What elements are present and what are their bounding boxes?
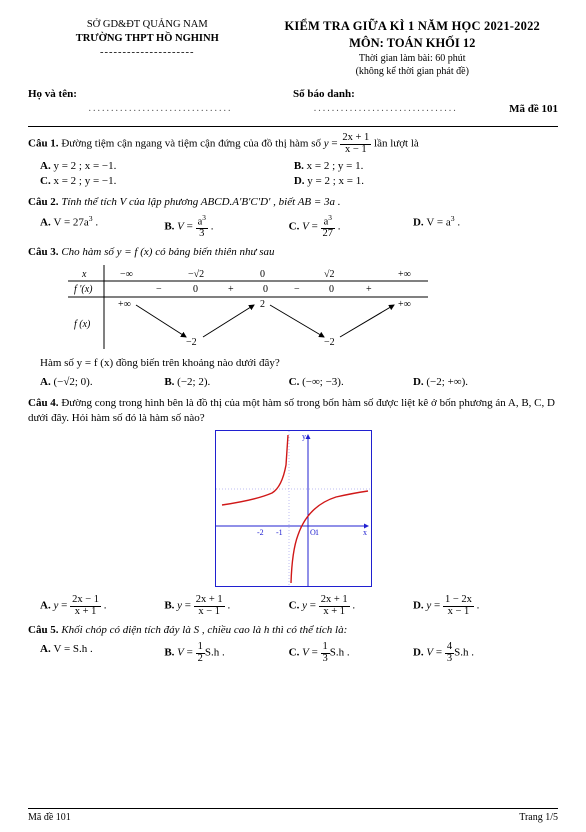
svg-text:+: + (366, 284, 372, 295)
svg-text:-1: -1 (276, 528, 283, 537)
svg-text:+∞: +∞ (118, 299, 131, 310)
q5-B: B. V = 12S.h . (164, 642, 288, 664)
dashes: --------------------- (28, 46, 267, 60)
exam-code: Mã đề 101 (509, 103, 558, 115)
q4-D: D. y = 1 − 2xx − 1 . (413, 595, 537, 617)
dept: SỞ GD&ĐT QUẢNG NAM (28, 18, 267, 32)
q3: Câu 3. Cho hàm số y = f (x) có bảng biến… (28, 245, 558, 389)
svg-text:+∞: +∞ (398, 299, 411, 310)
q2: Câu 2. Tính thể tích V của lập phương AB… (28, 195, 558, 239)
svg-text:x: x (81, 269, 87, 280)
svg-text:−: − (294, 284, 300, 295)
svg-text:-2: -2 (257, 528, 264, 537)
q4-tag: Câu 4. (28, 397, 59, 409)
svg-text:1: 1 (315, 528, 319, 537)
name-dots: ................................ (28, 102, 293, 116)
q5-D: D. V = 43S.h . (413, 642, 537, 664)
q3-B: B. (−2; 2). (164, 375, 288, 390)
q4-C: C. y = 2x + 1x + 1 . (289, 595, 413, 617)
svg-text:2: 2 (260, 299, 265, 310)
q2-D: D. V = a3 . (413, 214, 537, 240)
q3-follow: Hàm số y = f (x) đồng biến trên khoảng n… (40, 356, 558, 371)
school: TRƯỜNG THPT HỒ NGHINH (28, 32, 267, 46)
svg-text:+∞: +∞ (398, 269, 411, 280)
q1: Câu 1. Đường tiệm cận ngang và tiệm cận … (28, 133, 558, 189)
q5-C: C. V = 13S.h . (289, 642, 413, 664)
svg-text:y: y (302, 432, 306, 441)
q1-C: C. x = 2 ; y = −1. (40, 174, 294, 189)
q2-text: Tính thể tích V của lập phương ABCD.A'B'… (61, 196, 340, 208)
q1-text: Đường tiệm cận ngang và tiệm cận đứng củ… (61, 138, 323, 150)
q3-A: A. (−√2; 0). (40, 375, 164, 390)
q5-A: A. V = S.h . (40, 642, 164, 664)
q5: Câu 5. Khối chóp có diện tích đáy là S ,… (28, 623, 558, 664)
svg-text:−√2: −√2 (188, 269, 204, 280)
svg-text:x: x (363, 528, 367, 537)
q1-tag: Câu 1. (28, 138, 59, 150)
q2-tag: Câu 2. (28, 196, 59, 208)
svg-text:0: 0 (193, 284, 198, 295)
q4: Câu 4. Đường cong trong hình bên là đồ t… (28, 396, 558, 618)
title2: MÔN: TOÁN KHỐI 12 (267, 35, 559, 52)
svg-text:−2: −2 (186, 337, 197, 348)
q4-A: A. y = 2x − 1x + 1 . (40, 595, 164, 617)
q1-frac: 2x + 1x − 1 (340, 133, 371, 155)
q2-C: C. V = a327 . (289, 214, 413, 240)
divider (28, 126, 558, 127)
footer-code: Mã đề 101 (28, 811, 71, 825)
name-label: Họ và tên: (28, 88, 77, 100)
q1-D: D. y = 2 ; x = 1. (294, 174, 548, 189)
svg-text:0: 0 (263, 284, 268, 295)
q3-C: C. (−∞; −3). (289, 375, 413, 390)
q2-B: B. V = a33 . (164, 214, 288, 240)
q1-tail: lần lượt là (374, 138, 419, 150)
svg-text:0: 0 (329, 284, 334, 295)
q5-text: Khối chóp có diện tích đáy là S , chiều … (61, 624, 347, 636)
svg-text:f (x): f (x) (74, 319, 91, 330)
exam-time: Thời gian làm bài: 60 phút (267, 52, 559, 66)
q4-text: Đường cong trong hình bên là đồ thị của … (28, 397, 555, 424)
footer-page: Trang 1/5 (519, 811, 558, 825)
title1: KIỂM TRA GIỮA KÌ 1 NĂM HỌC 2021-2022 (267, 18, 559, 35)
q3-D: D. (−2; +∞). (413, 375, 537, 390)
svg-text:0: 0 (260, 269, 265, 280)
svg-text:+: + (228, 284, 234, 295)
svg-text:−∞: −∞ (120, 269, 133, 280)
q4-B: B. y = 2x + 1x − 1 . (164, 595, 288, 617)
svg-text:f '(x): f '(x) (74, 284, 93, 295)
svg-text:−: − (156, 284, 162, 295)
q1-B: B. x = 2 ; y = 1. (294, 159, 548, 174)
variation-table: x −∞ −√2 0 √2 +∞ f '(x) − 0 + 0 − 0 + f … (68, 265, 558, 354)
q3-tag: Câu 3. (28, 246, 59, 258)
q2-A: A. V = 27a3 . (40, 214, 164, 240)
id-label: Số báo danh: (293, 88, 355, 100)
id-dots: ................................ (293, 102, 479, 116)
q4-graph: y x O -1 -2 1 (28, 430, 558, 592)
q1-A: A. y = 2 ; x = −1. (40, 159, 294, 174)
q5-tag: Câu 5. (28, 624, 59, 636)
svg-text:√2: √2 (324, 269, 335, 280)
exam-note: (không kể thời gian phát đề) (267, 65, 559, 79)
svg-text:−2: −2 (324, 337, 335, 348)
q3-text: Cho hàm số y = f (x) có bảng biến thiên … (61, 246, 274, 258)
